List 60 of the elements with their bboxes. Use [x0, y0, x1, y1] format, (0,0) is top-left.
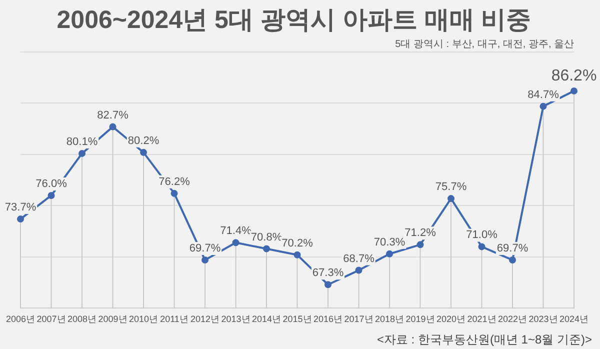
x-tick-label: 2024년: [559, 314, 589, 324]
data-label: 86.2%: [551, 67, 597, 84]
data-label: 75.7%: [435, 181, 467, 194]
x-tick-label: 2022년: [498, 314, 528, 324]
x-tick-label: 2010년: [128, 314, 158, 324]
data-label: 71.2%: [404, 227, 436, 240]
point: [294, 251, 301, 258]
text: <자료 : 한국부동산원(매년 1~8월 기준)>: [376, 332, 592, 346]
chart-title: 2006~2024년 5대 광역시 아파트 매매 비중: [56, 6, 532, 34]
x-tick-label: 2014년: [252, 314, 282, 324]
x-tick-label: 2015년: [282, 314, 312, 324]
point: [355, 266, 362, 274]
chart-subtitle: 5대 광역시 : 부산, 대구, 대전, 광주, 울산: [395, 38, 574, 50]
point: [140, 148, 148, 156]
point: [478, 243, 486, 250]
data-label: 80.2%: [128, 134, 160, 147]
point: [170, 190, 178, 197]
point: [386, 250, 394, 258]
point: [232, 239, 240, 246]
data-label: 71.0%: [466, 229, 498, 242]
data-label: 69.7%: [496, 242, 528, 255]
data-label: 84.7%: [528, 88, 560, 101]
x-tick-label: 2020년: [436, 314, 466, 324]
data-label: 67.3%: [312, 267, 344, 280]
x-tick-label: 2021년: [467, 314, 496, 324]
point: [416, 241, 424, 248]
x-tick-label: 2009년: [98, 314, 128, 324]
point: [202, 256, 209, 264]
data-label: 76.0%: [36, 178, 68, 190]
x-tick-label: 2006년: [6, 314, 36, 324]
point: [48, 192, 55, 199]
point: [540, 102, 547, 110]
x-tick-label: 2023년: [528, 314, 558, 324]
point: [17, 216, 24, 223]
point: [109, 123, 116, 130]
data-label: 68.7%: [343, 252, 375, 265]
point: [78, 150, 86, 157]
x-tick-label: 2011년: [160, 314, 188, 324]
x-tick-label: 2007년: [36, 314, 66, 324]
data-label: 80.1%: [66, 136, 98, 148]
x-tick-label: 2012년: [190, 314, 220, 324]
data-label: 71.4%: [220, 225, 252, 238]
x-tick-label: 2018년: [374, 314, 404, 324]
data-label: 76.2%: [158, 176, 190, 188]
point: [324, 281, 332, 288]
data-label: 70.2%: [282, 237, 314, 250]
point: [509, 256, 516, 264]
data-label: 70.8%: [250, 231, 282, 244]
data-label: 82.7%: [97, 109, 129, 122]
x-tick-label: 2008년: [67, 314, 97, 324]
x-tick-label: 2013년: [221, 314, 250, 324]
point: [448, 195, 455, 202]
x-tick-label: 2017년: [344, 314, 374, 324]
x-tick-label: 2016년: [313, 314, 343, 324]
data-label: 69.7%: [189, 242, 221, 255]
data-label: 73.7%: [4, 202, 36, 214]
point: [263, 245, 270, 252]
point: [570, 87, 578, 94]
x-tick-label: 2019년: [406, 314, 435, 324]
data-label: 70.3%: [374, 236, 406, 248]
